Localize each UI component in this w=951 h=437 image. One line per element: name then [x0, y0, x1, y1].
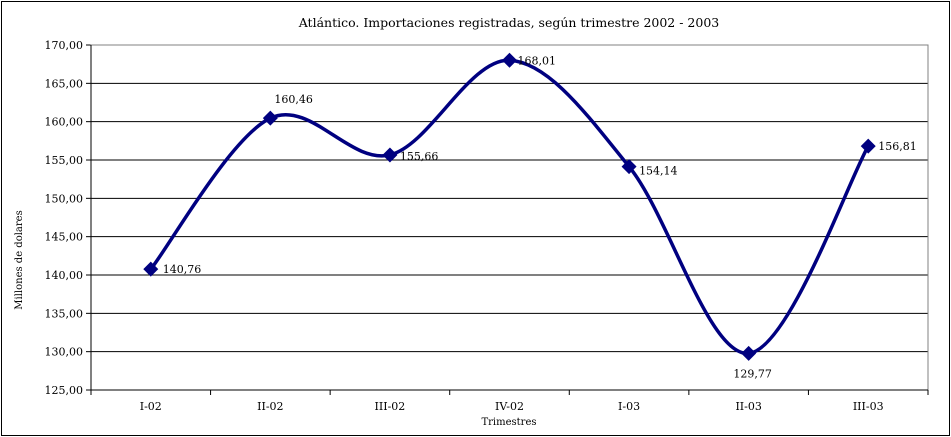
data-point-marker — [741, 345, 757, 361]
data-labels: 140,76 160,46 155,66 168,01 154,14 129,77 156,… — [163, 54, 917, 380]
y-tick-label: 135,00 — [45, 307, 84, 320]
y-tick-label: 165,00 — [45, 77, 84, 90]
series-layer — [143, 52, 876, 361]
x-tick-label: I-03 — [618, 400, 640, 413]
data-label: 156,81 — [878, 140, 917, 153]
data-point-marker — [262, 110, 278, 126]
data-point-marker — [860, 138, 876, 154]
y-tick-label: 140,00 — [45, 269, 84, 282]
y-axis-label: Millones de dolares — [14, 210, 25, 309]
data-label: 155,66 — [400, 150, 439, 163]
data-point-marker — [143, 261, 159, 277]
y-tick-label: 150,00 — [45, 192, 84, 205]
gridlines — [91, 44, 928, 353]
y-tick-label: 170,00 — [45, 39, 84, 52]
y-tick-label: 160,00 — [45, 116, 84, 129]
x-tick-label: II-02 — [257, 400, 283, 413]
chart-title: Atlántico. Importaciones registradas, se… — [298, 15, 720, 30]
y-tick-label: 145,00 — [45, 231, 84, 244]
y-tick-label: 155,00 — [45, 154, 84, 167]
data-point-marker — [621, 159, 637, 175]
y-tick-label: 125,00 — [45, 384, 84, 397]
x-tick-label: III-02 — [375, 400, 406, 413]
axes: 125,00 130,00 135,00 140,00 145,00 150,00 155,… — [45, 39, 929, 413]
data-label: 154,14 — [639, 165, 678, 178]
y-tick-label: 130,00 — [45, 346, 84, 359]
x-axis-label: Trimestres — [481, 417, 536, 428]
series-line — [149, 58, 870, 356]
data-label: 129,77 — [733, 367, 772, 380]
data-label: 140,76 — [163, 263, 202, 276]
data-point-marker — [382, 147, 398, 163]
x-tick-label: I-02 — [140, 400, 162, 413]
data-point-marker — [502, 52, 517, 68]
x-tick-label: II-03 — [735, 400, 761, 413]
x-tick-label: III-03 — [853, 400, 884, 413]
data-label: 168,01 — [518, 54, 557, 67]
plot-area-border — [90, 44, 929, 391]
data-label: 160,46 — [274, 93, 313, 106]
x-tick-label: IV-02 — [495, 400, 524, 413]
